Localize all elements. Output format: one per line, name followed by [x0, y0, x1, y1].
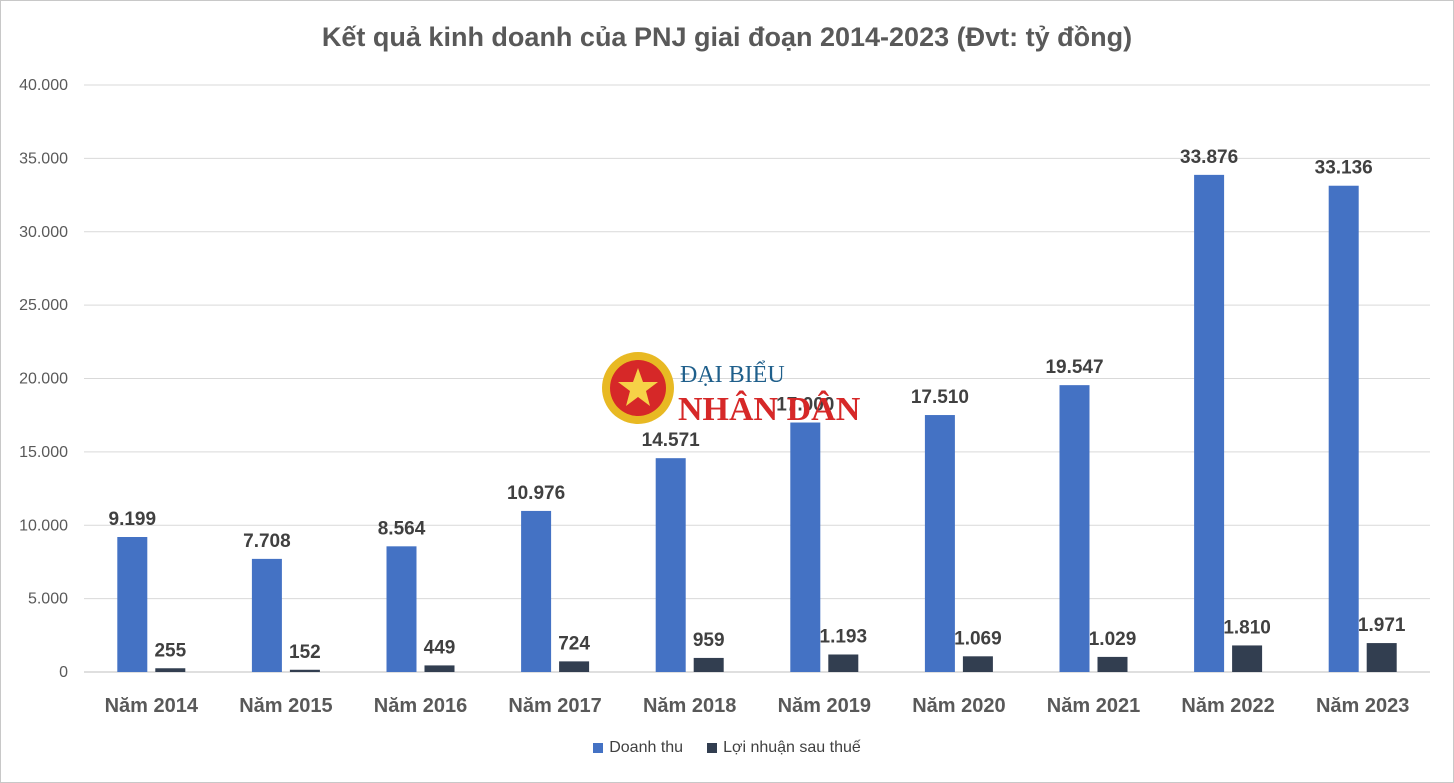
watermark-logo: ĐẠI BIỂU NHÂN DÂN — [600, 350, 860, 430]
revenue-data-label: 19.547 — [1045, 357, 1103, 378]
revenue-bar — [386, 546, 417, 672]
profit-bar — [1366, 643, 1397, 672]
revenue-data-label: 17.510 — [911, 387, 969, 408]
revenue-data-label: 17.000 — [776, 395, 834, 416]
profit-data-label: 1.971 — [1358, 615, 1406, 636]
x-tick-label: Năm 2019 — [778, 695, 871, 717]
y-tick-label: 0 — [59, 664, 68, 681]
revenue-data-label: 33.136 — [1315, 158, 1373, 179]
revenue-data-label: 8.564 — [378, 518, 426, 539]
profit-data-label: 959 — [693, 630, 725, 651]
profit-bar — [828, 654, 859, 672]
legend-swatch-revenue — [593, 743, 604, 753]
chart-title: Kết quả kinh doanh của PNJ giai đoạn 201… — [321, 22, 1133, 52]
legend: Doanh thu Lợi nhuận sau thuế — [0, 739, 1454, 757]
revenue-bar — [117, 537, 148, 672]
profit-bar — [1232, 645, 1263, 672]
x-tick-label: Năm 2014 — [105, 695, 199, 717]
profit-data-label: 724 — [558, 633, 590, 654]
x-tick-label: Năm 2022 — [1181, 695, 1274, 717]
revenue-bar — [1059, 385, 1090, 672]
x-tick-label: Năm 2017 — [508, 695, 601, 717]
legend-label-revenue: Doanh thu — [609, 739, 684, 756]
profit-bar — [962, 656, 993, 672]
x-tick-label: Năm 2018 — [643, 695, 736, 717]
profit-bar — [559, 661, 590, 672]
y-tick-label: 40.000 — [19, 77, 68, 94]
revenue-bar — [790, 422, 821, 672]
watermark-line1: ĐẠI BIỂU — [680, 361, 785, 388]
legend-item-revenue: Doanh thu — [593, 739, 683, 757]
x-tick-label: Năm 2020 — [912, 695, 1005, 717]
revenue-bar — [521, 510, 552, 672]
profit-data-label: 1.193 — [820, 626, 868, 647]
emblem-icon: ĐẠI BIỂU NHÂN DÂN — [602, 352, 860, 428]
profit-data-label: 1.069 — [954, 628, 1002, 649]
revenue-bar — [924, 415, 955, 672]
x-tick-label: Năm 2021 — [1047, 695, 1140, 717]
profit-data-label: 255 — [154, 640, 186, 661]
revenue-data-label: 7.708 — [243, 531, 291, 552]
watermark-line2: NHÂN DÂN — [678, 390, 860, 428]
legend-swatch-profit — [707, 743, 718, 753]
revenue-data-label: 33.876 — [1180, 147, 1238, 168]
revenue-data-label: 10.976 — [507, 483, 565, 504]
legend-label-profit: Lợi nhuận sau thuế — [723, 739, 861, 756]
profit-bar — [1097, 656, 1128, 672]
profit-bar — [693, 657, 724, 672]
revenue-bar — [251, 558, 282, 672]
y-tick-label: 10.000 — [19, 517, 68, 534]
profit-bar — [155, 668, 186, 672]
revenue-data-label: 9.199 — [109, 509, 157, 530]
y-tick-label: 35.000 — [19, 150, 68, 167]
revenue-bar — [1328, 185, 1359, 673]
profit-bar — [289, 669, 320, 672]
y-tick-label: 30.000 — [19, 224, 68, 241]
profit-data-label: 1.810 — [1223, 617, 1271, 638]
y-tick-label: 25.000 — [19, 297, 68, 314]
profit-data-label: 152 — [289, 642, 321, 663]
revenue-data-label: 14.571 — [642, 430, 701, 451]
y-tick-label: 5.000 — [28, 591, 68, 608]
revenue-bar — [655, 458, 686, 672]
profit-bar — [424, 665, 455, 672]
x-tick-label: Năm 2023 — [1316, 695, 1409, 717]
profit-data-label: 1.029 — [1089, 629, 1137, 650]
profit-data-label: 449 — [424, 637, 456, 658]
legend-item-profit: Lợi nhuận sau thuế — [707, 739, 861, 757]
x-tick-label: Năm 2015 — [239, 695, 332, 717]
x-tick-label: Năm 2016 — [374, 695, 467, 717]
y-tick-label: 20.000 — [19, 371, 68, 388]
revenue-bar — [1194, 174, 1225, 673]
y-tick-label: 15.000 — [19, 444, 68, 461]
